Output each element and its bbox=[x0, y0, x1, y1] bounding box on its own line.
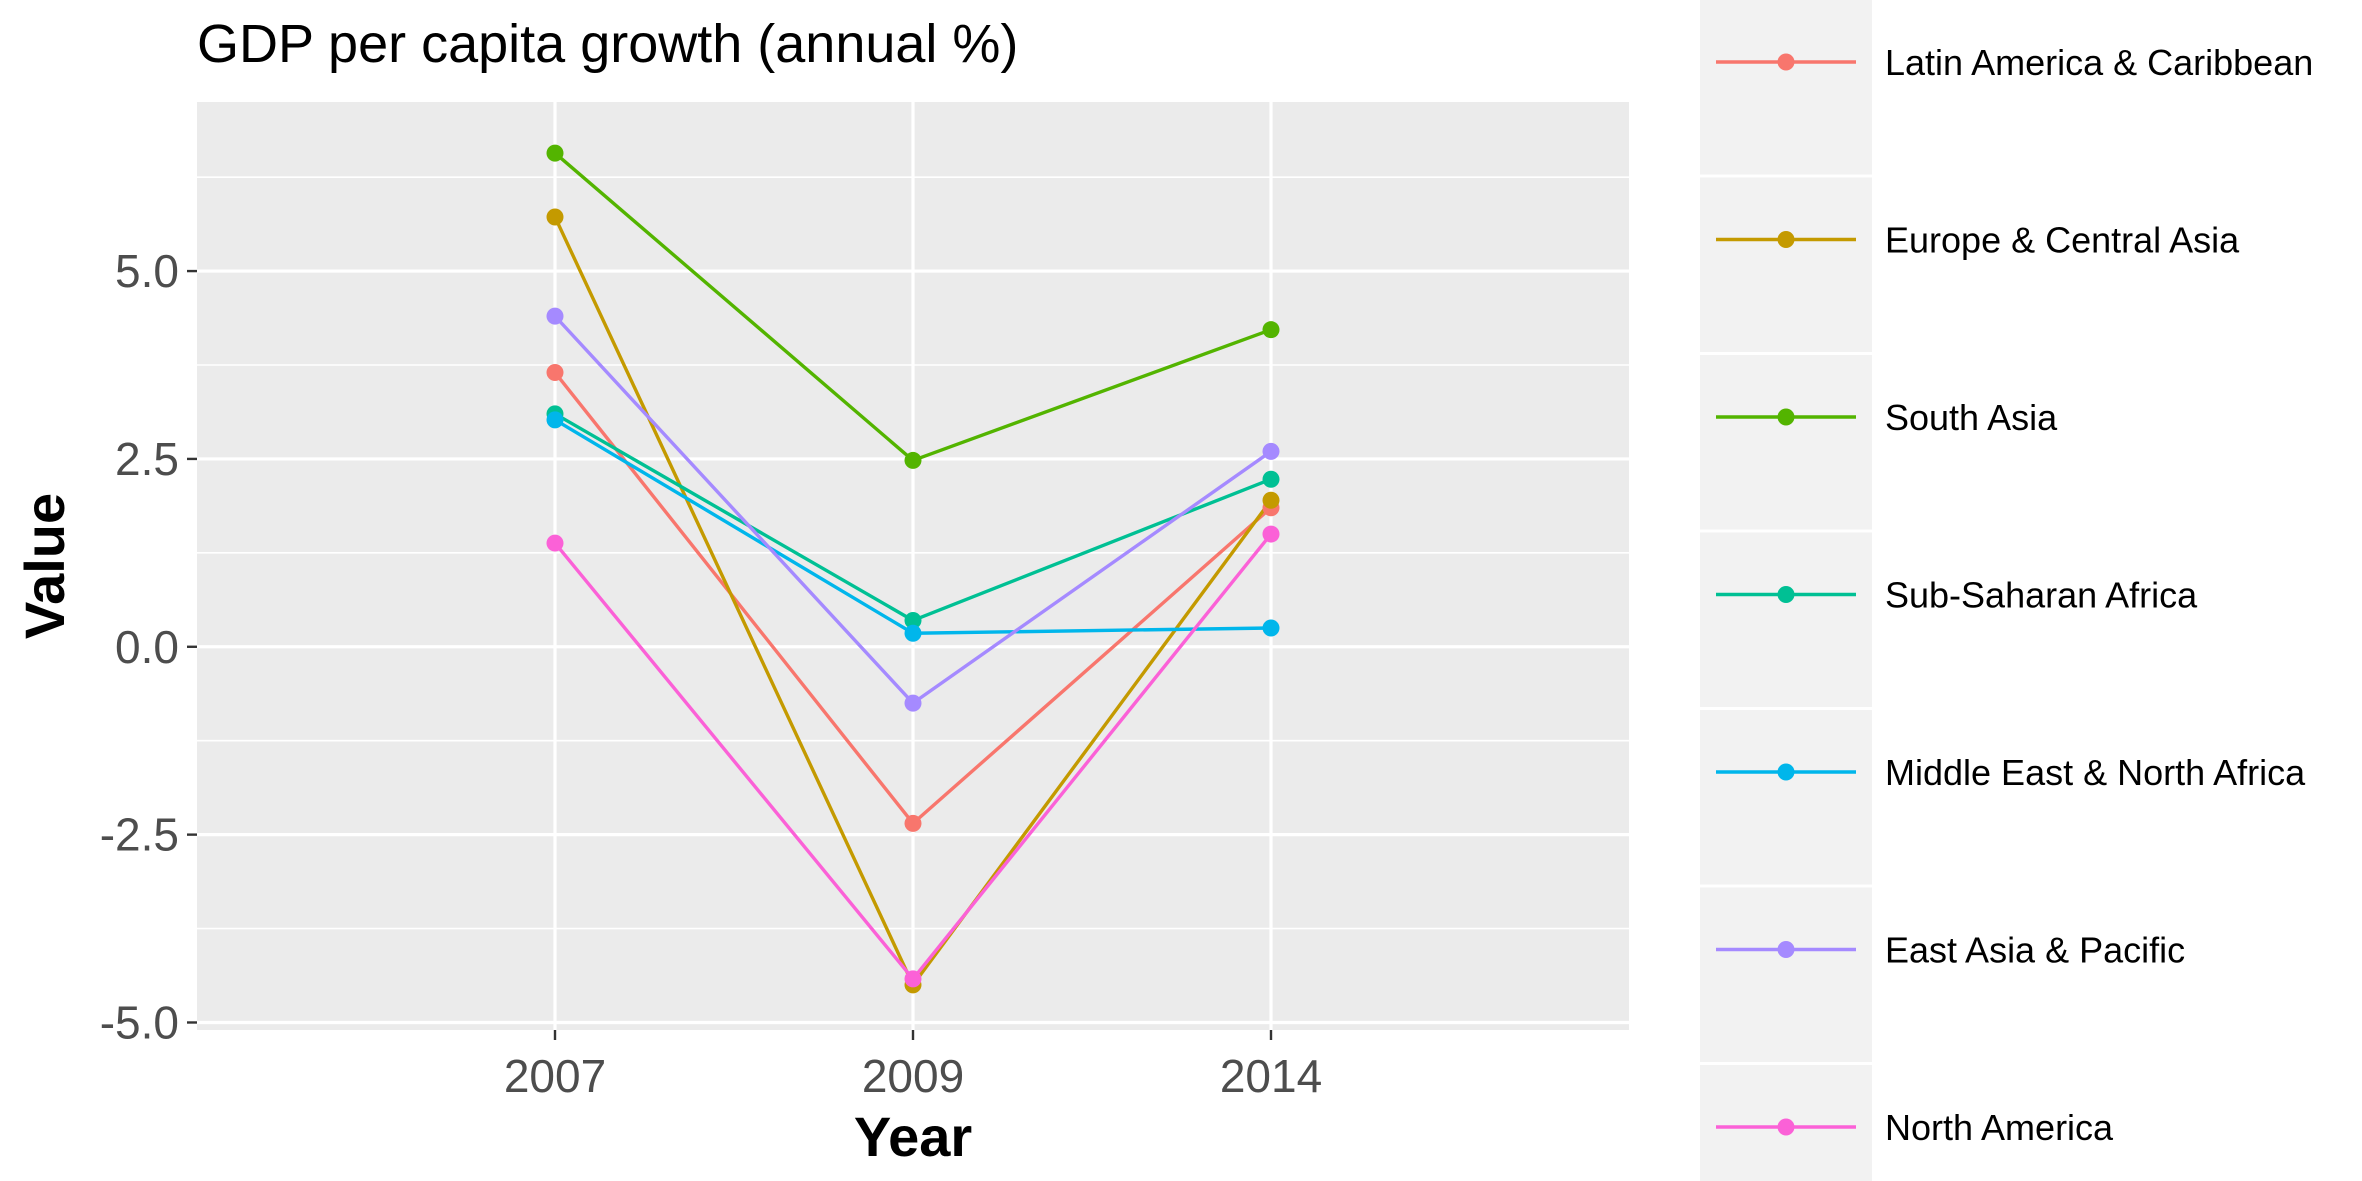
legend-label: East Asia & Pacific bbox=[1885, 930, 2185, 971]
y-tick-label: 0.0 bbox=[115, 621, 179, 673]
data-point bbox=[904, 611, 922, 629]
legend-key-bg bbox=[1700, 887, 1872, 1062]
data-point bbox=[546, 307, 564, 325]
legend-key-bg bbox=[1700, 532, 1872, 707]
data-point bbox=[1262, 321, 1280, 339]
data-point bbox=[904, 694, 922, 712]
x-axis: 2007 2009 2014 bbox=[504, 1030, 1322, 1102]
legend-key-bg bbox=[1700, 355, 1872, 530]
grid-major bbox=[197, 102, 1629, 1030]
legend-label: Latin America & Caribbean bbox=[1885, 42, 2313, 83]
legend-key-point bbox=[1777, 53, 1795, 71]
data-point bbox=[1262, 525, 1280, 543]
data-point bbox=[1262, 470, 1280, 488]
legend-label: Middle East & North Africa bbox=[1885, 752, 2306, 793]
y-tick-label: -2.5 bbox=[100, 809, 179, 861]
data-point bbox=[904, 451, 922, 469]
chart-title: GDP per capita growth (annual %) bbox=[197, 14, 1018, 74]
legend-key-point bbox=[1777, 763, 1795, 781]
legend-key-bg bbox=[1700, 710, 1872, 885]
data-point bbox=[904, 624, 922, 642]
data-point bbox=[546, 144, 564, 162]
data-point bbox=[1262, 442, 1280, 460]
legend-label: Sub-Saharan Africa bbox=[1885, 575, 2198, 616]
y-axis: -5.0 -2.5 0.0 2.5 5.0 bbox=[100, 245, 197, 1048]
y-tick-label: 2.5 bbox=[115, 433, 179, 485]
y-axis-title: Value bbox=[13, 493, 76, 639]
legend-key-point bbox=[1777, 1118, 1795, 1136]
legend: Latin America & Caribbean Europe & Centra… bbox=[1700, 0, 2313, 1181]
data-point bbox=[904, 970, 922, 988]
legend-key-point bbox=[1777, 231, 1795, 248]
legend-key-bg bbox=[1700, 0, 1872, 175]
data-point bbox=[904, 814, 922, 832]
legend-key-point bbox=[1777, 586, 1795, 603]
data-point bbox=[546, 208, 564, 226]
data-point bbox=[546, 411, 564, 429]
legend-label: South Asia bbox=[1885, 397, 2058, 438]
data-point bbox=[1262, 619, 1280, 637]
data-point bbox=[1262, 491, 1280, 509]
x-axis-title: Year bbox=[854, 1105, 972, 1168]
x-tick-label: 2007 bbox=[504, 1050, 606, 1102]
y-tick-label: -5.0 bbox=[100, 996, 179, 1048]
y-tick-label: 5.0 bbox=[115, 245, 179, 297]
legend-label: Europe & Central Asia bbox=[1885, 220, 2240, 261]
x-tick-label: 2014 bbox=[1220, 1050, 1322, 1102]
legend-key-point bbox=[1777, 941, 1795, 958]
legend-key-point bbox=[1777, 408, 1795, 426]
data-point bbox=[546, 364, 564, 382]
legend-label: North America bbox=[1885, 1107, 2114, 1148]
x-tick-label: 2009 bbox=[862, 1050, 964, 1102]
series-points bbox=[546, 144, 1280, 994]
data-point bbox=[546, 534, 564, 552]
legend-key-bg bbox=[1700, 177, 1872, 352]
